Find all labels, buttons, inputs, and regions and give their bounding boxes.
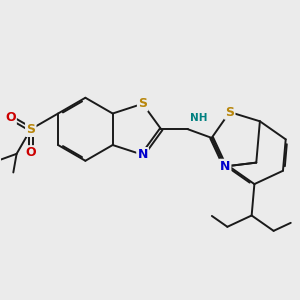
Text: S: S <box>138 97 147 110</box>
Text: N: N <box>137 148 148 161</box>
Text: S: S <box>225 106 234 118</box>
Text: O: O <box>26 146 36 159</box>
Text: O: O <box>5 111 16 124</box>
Text: S: S <box>26 123 35 136</box>
Text: N: N <box>220 160 230 173</box>
Text: NH: NH <box>190 112 207 123</box>
